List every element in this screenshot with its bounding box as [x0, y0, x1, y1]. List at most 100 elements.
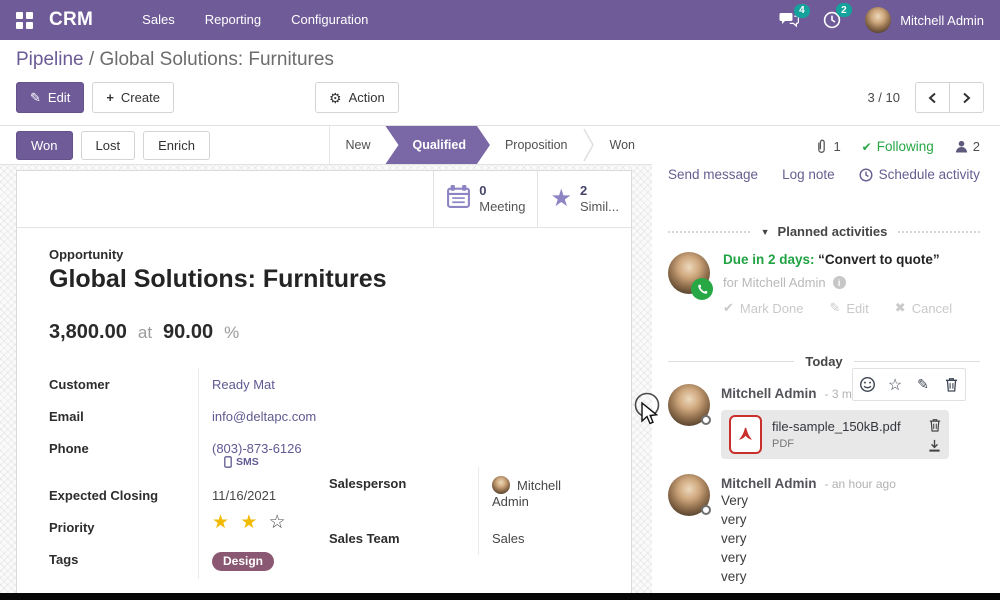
menu-configuration[interactable]: Configuration — [291, 12, 369, 27]
sms-button[interactable]: SMS — [224, 456, 259, 468]
priority-star-2[interactable]: ★ — [240, 512, 261, 533]
message-author[interactable]: Mitchell Admin — [721, 476, 817, 491]
meeting-stat-button[interactable]: 0 Meeting — [433, 171, 538, 227]
divider — [668, 230, 750, 233]
breadcrumb-separator: / — [88, 49, 95, 70]
chevron-left-icon — [928, 92, 936, 103]
attachment-filetype: PDF — [772, 438, 794, 450]
message-author[interactable]: Mitchell Admin — [721, 386, 817, 401]
email-label: Email — [49, 408, 84, 424]
planned-activity-item: Due in 2 days: “Convert to quote” for Mi… — [668, 252, 980, 316]
stage-new[interactable]: New — [345, 138, 371, 152]
stage-won[interactable]: Won — [609, 138, 635, 152]
paperclip-icon — [818, 139, 826, 153]
message-hover-toolbar: ☆ ✎ — [852, 368, 966, 401]
customer-value[interactable]: Ready Mat — [212, 376, 275, 392]
message-body: Very very very very very — [721, 493, 749, 584]
caret-down-icon: ▼ — [760, 226, 770, 237]
meeting-label: Meeting — [479, 199, 526, 214]
tag-design[interactable]: Design — [212, 551, 275, 571]
percent-sign: % — [224, 323, 240, 342]
won-button[interactable]: Won — [16, 130, 73, 160]
pager-counter: 3 / 10 — [867, 90, 900, 105]
at-label: at — [137, 323, 153, 342]
stage-qualified[interactable]: Qualified — [385, 126, 489, 164]
enrich-button[interactable]: Enrich — [143, 130, 210, 160]
pencil-icon: ✎ — [917, 376, 929, 392]
sales-team-value: Sales — [478, 517, 599, 555]
action-button[interactable]: ⚙ Action — [315, 82, 399, 113]
attachment-filename: file-sample_150kB.pdf — [772, 419, 901, 434]
stage-separator-chevron-icon — [582, 126, 595, 164]
pager-next-button[interactable] — [949, 82, 984, 113]
meeting-count: 0 — [479, 183, 487, 199]
menu-reporting[interactable]: Reporting — [204, 12, 262, 27]
user-menu[interactable]: Mitchell Admin — [865, 7, 984, 33]
screen-bottom-edge — [0, 593, 1000, 600]
create-button[interactable]: + Create — [92, 82, 174, 113]
gear-icon: ⚙ — [329, 89, 342, 106]
message-item: Mitchell Admin - 3 minutes ago file-samp… — [668, 368, 980, 459]
plus-icon: + — [106, 90, 114, 105]
divider — [668, 361, 795, 362]
salesperson-avatar — [492, 475, 510, 494]
chevron-right-icon — [963, 92, 971, 103]
star-message-button[interactable]: ☆ — [881, 369, 909, 400]
edit-message-button[interactable]: ✎ — [909, 369, 937, 400]
info-icon: i — [832, 276, 846, 289]
similar-count: 2 — [580, 183, 588, 199]
email-value[interactable]: info@deltapc.com — [212, 408, 317, 424]
star-outline-icon: ☆ — [887, 376, 903, 394]
activity-due-text: Due in 2 days: — [723, 252, 815, 267]
phone-value[interactable]: (803)-873-6126 — [212, 440, 302, 456]
messages-count-badge: 4 — [793, 3, 811, 18]
attachment-delete-button[interactable] — [929, 418, 941, 432]
messages-icon[interactable]: 4 — [779, 3, 811, 29]
stage-proposition[interactable]: Proposition — [504, 138, 568, 152]
priority-stars: ★ ★ ☆ — [198, 511, 319, 543]
followers-counter[interactable]: 2 — [955, 139, 980, 154]
following-toggle[interactable]: ✔ Following — [861, 139, 934, 154]
salesperson-label: Salesperson — [329, 475, 407, 491]
activities-count-badge: 2 — [835, 3, 853, 17]
attachment-download-button[interactable] — [928, 439, 941, 452]
similar-leads-stat-button[interactable]: ★ 2 Simil... — [537, 171, 631, 227]
main-menu: Sales Reporting Configuration — [127, 0, 383, 40]
menu-sales[interactable]: Sales — [142, 12, 175, 27]
activities-clock-icon[interactable]: 2 — [823, 3, 853, 29]
edit-button[interactable]: ✎ Edit — [16, 82, 85, 113]
app-title[interactable]: CRM — [49, 9, 94, 30]
attachments-counter[interactable]: 1 — [815, 139, 841, 154]
mobile-phone-icon — [224, 455, 232, 468]
presence-status-icon — [701, 415, 711, 425]
lost-button[interactable]: Lost — [80, 130, 136, 160]
star-icon: ★ — [550, 185, 572, 212]
phone-label: Phone — [49, 440, 89, 456]
pager-previous-button[interactable] — [915, 82, 950, 113]
divider — [898, 230, 980, 233]
priority-star-3[interactable]: ☆ — [268, 512, 289, 533]
log-note-button[interactable]: Log note — [782, 167, 835, 182]
person-icon — [955, 140, 967, 153]
mark-done-button[interactable]: ✔ Mark Done — [723, 300, 804, 316]
attachment-card[interactable]: file-sample_150kB.pdf PDF — [721, 410, 949, 459]
breadcrumb-pipeline-link[interactable]: Pipeline — [16, 49, 84, 70]
add-reaction-button[interactable] — [853, 369, 881, 400]
salesperson-value[interactable]: Mitchell Admin — [492, 477, 562, 509]
activity-edit-button[interactable]: ✎ Edit — [829, 300, 869, 316]
pdf-file-icon — [729, 415, 762, 454]
schedule-activity-button[interactable]: Schedule activity — [859, 167, 980, 182]
breadcrumb-current: Global Solutions: Furnitures — [99, 49, 334, 70]
delete-message-button[interactable] — [937, 369, 965, 400]
planned-activities-toggle[interactable]: ▼ Planned activities — [760, 224, 888, 239]
message-time: - an hour ago — [824, 477, 896, 491]
activity-summary: “Convert to quote” — [818, 252, 940, 267]
trash-icon — [945, 378, 957, 392]
message-item: Mitchell Admin - an hour ago Very very v… — [668, 474, 980, 586]
send-message-button[interactable]: Send message — [668, 167, 759, 182]
trash-icon — [929, 418, 940, 432]
activity-cancel-button[interactable]: ✖ Cancel — [894, 300, 953, 316]
priority-star-1[interactable]: ★ — [212, 512, 233, 533]
apps-grid-icon[interactable] — [16, 11, 33, 29]
expected-closing-value: 11/16/2021 — [198, 479, 319, 511]
